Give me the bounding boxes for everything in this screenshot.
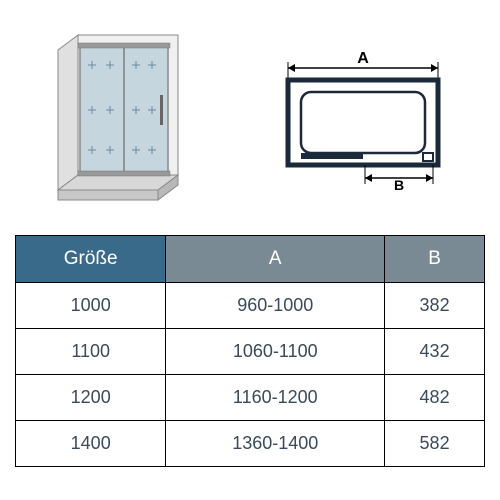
dimension-b-label: B [393,177,403,190]
dimensions-table: Größe A B 1000 960-1000 382 1100 1060-11… [15,235,485,467]
cell-b: 382 [385,283,485,329]
plan-view-diagram: A B [273,50,453,190]
table-row: 1400 1360-1400 582 [16,421,485,467]
cell-size: 1000 [16,283,166,329]
cell-b: 582 [385,421,485,467]
table-header-row: Größe A B [16,236,485,283]
table-row: 1000 960-1000 382 [16,283,485,329]
header-size: Größe [16,236,166,283]
cell-b: 482 [385,375,485,421]
header-a: A [166,236,385,283]
cell-a: 1060-1100 [166,329,385,375]
cell-b: 432 [385,329,485,375]
cell-size: 1400 [16,421,166,467]
cell-a: 1160-1200 [166,375,385,421]
table-row: 1200 1160-1200 482 [16,375,485,421]
diagram-section: A B [15,20,485,220]
table-row: 1100 1060-1100 432 [16,329,485,375]
shower-3d-diagram [48,25,208,215]
cell-size: 1100 [16,329,166,375]
cell-a: 1360-1400 [166,421,385,467]
dimension-a-label: A [357,50,369,67]
cell-size: 1200 [16,375,166,421]
header-b: B [385,236,485,283]
cell-a: 960-1000 [166,283,385,329]
